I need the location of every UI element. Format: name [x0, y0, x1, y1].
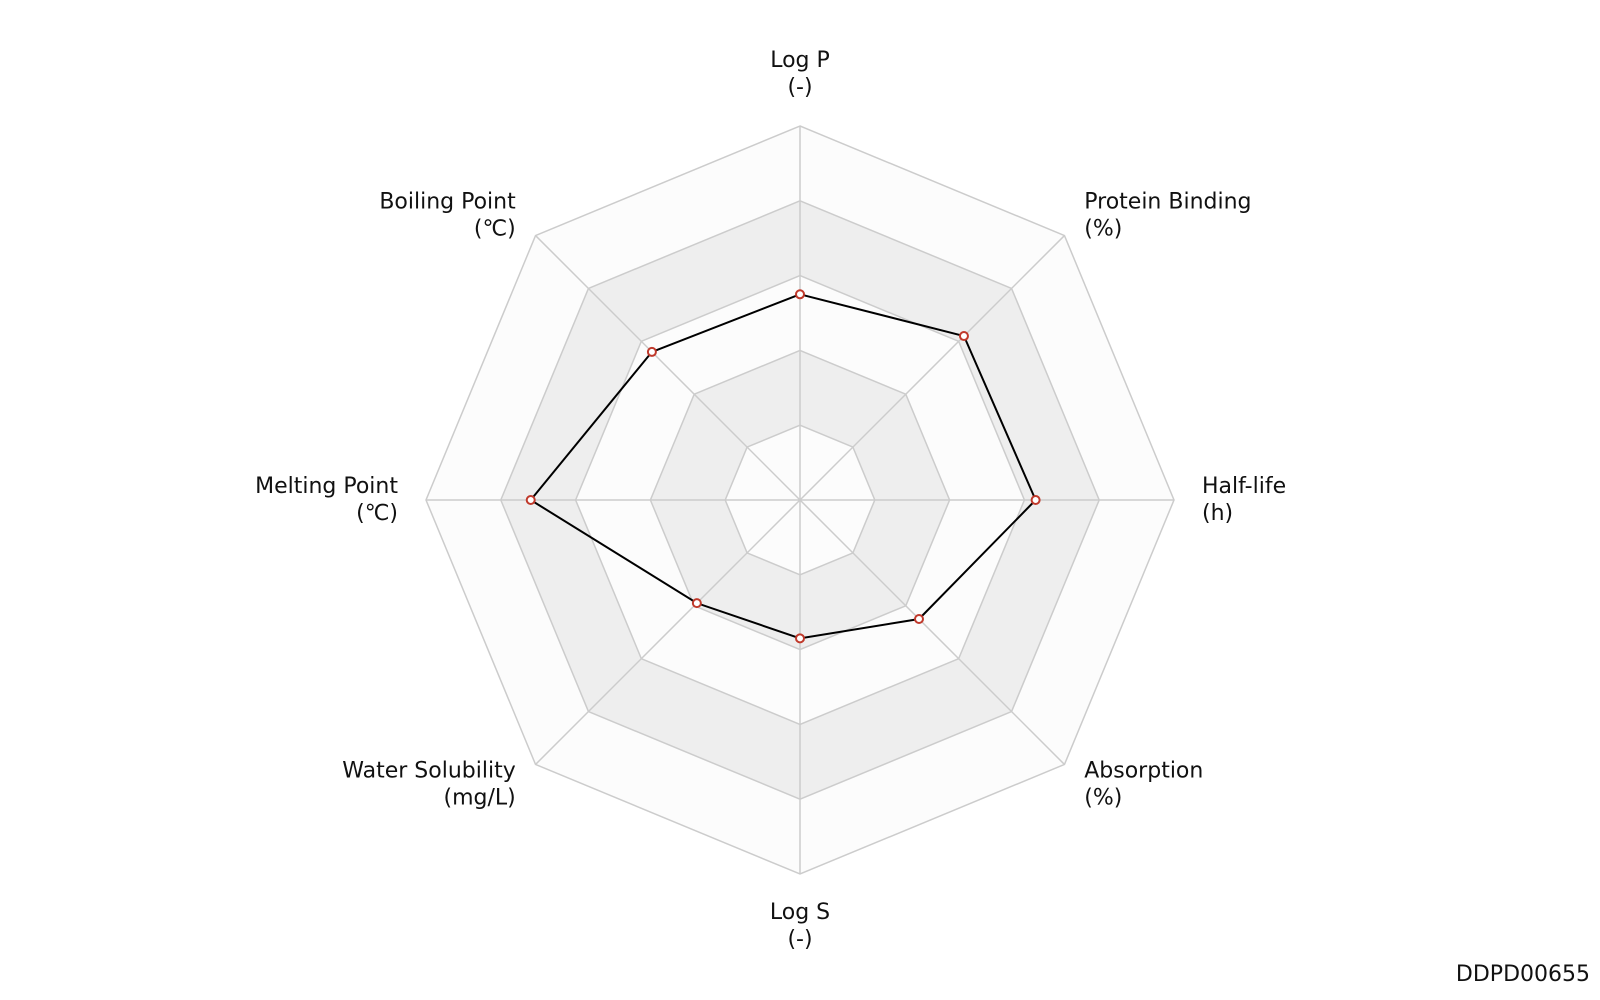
axis-spoke	[799, 499, 1065, 765]
axis-spoke	[535, 499, 801, 765]
axis-unit: (mg/L)	[444, 785, 516, 810]
footer: DDPD00655	[1456, 962, 1590, 987]
axis-label: Boiling Point	[379, 190, 516, 215]
axis-label: Water Solubility	[342, 758, 515, 783]
axis-label: Half-life	[1202, 474, 1286, 499]
data-point	[795, 633, 805, 644]
axis-unit: (-)	[787, 75, 812, 100]
axis-unit: (h)	[1202, 501, 1233, 526]
data-point	[691, 598, 702, 609]
axis-spoke	[799, 235, 1065, 501]
axis-unit: (%)	[1084, 217, 1122, 242]
axis-label: Melting Point	[255, 474, 398, 499]
data-point	[1030, 495, 1041, 505]
axis-label: Protein Binding	[1084, 190, 1251, 215]
data-point	[646, 346, 657, 357]
axis-label: Log S	[770, 900, 830, 925]
axis-unit: (-)	[787, 927, 812, 952]
data-point	[914, 614, 925, 625]
data-point	[795, 289, 805, 300]
data-point	[525, 495, 536, 505]
axis-unit: (%)	[1084, 785, 1122, 810]
axis-label: Log P	[770, 48, 830, 73]
data-point	[958, 331, 969, 342]
axis-unit: (℃)	[474, 217, 516, 242]
axis-spoke	[535, 235, 801, 501]
axis-unit: (℃)	[356, 501, 398, 526]
axis-label: Absorption	[1084, 758, 1203, 783]
